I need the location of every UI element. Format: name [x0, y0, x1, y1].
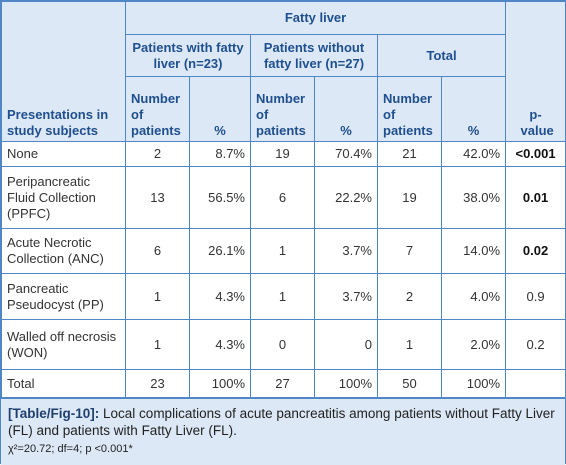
cell: 19 [250, 141, 315, 167]
cell: 2.0% [440, 319, 507, 370]
caption-stats: χ²=20.72; df=4; p <0.001* [8, 443, 133, 455]
cell: 4.3% [189, 319, 251, 370]
cell: <0.001 [505, 141, 566, 167]
cell: 0.01 [505, 166, 566, 229]
subgroup: Patients without fatty liver (n=27) [250, 34, 378, 77]
cell: 3.7% [314, 228, 378, 274]
cell: 4.0% [440, 273, 507, 320]
cell: 21 [377, 141, 442, 167]
table-row: Walled off necrosis (WON) 1 4.3% 0 0 1 2.0% 0.2 [1, 319, 566, 370]
subcolumn-header: Number of patients [377, 76, 442, 142]
cell: 38.0% [440, 166, 507, 229]
cell: 1 [250, 228, 315, 274]
table-row: Peripancreatic Fluid Collection (PPFC) 13… [1, 166, 566, 229]
subcolumn-header: Number of patients [125, 76, 190, 142]
row-label: Total [1, 369, 126, 398]
cell: 1 [377, 319, 442, 370]
cell: 4.3% [189, 273, 251, 320]
row-header: Presentations in study subjects [1, 1, 126, 142]
cell: 26.1% [189, 228, 251, 274]
caption: [Table/Fig-10]: Local complications of a… [1, 398, 565, 465]
cell: 23 [125, 369, 190, 398]
cell: 0.2 [505, 319, 566, 370]
subcolumn-header: Number of patients [250, 76, 315, 142]
cell: 1 [125, 319, 190, 370]
cell: 2 [377, 273, 442, 320]
caption-label: [Table/Fig-10]: [8, 406, 100, 421]
cell: 3.7% [314, 273, 378, 320]
cell: 100% [314, 369, 378, 398]
cell: 0 [250, 319, 315, 370]
caption-text: Local complications of acute pancreatiti… [8, 406, 555, 438]
cell: 22.2% [314, 166, 378, 229]
subcolumn-header: % [314, 76, 378, 142]
row-label: Peripancreatic Fluid Collection (PPFC) [1, 166, 126, 229]
subgroup: Total [376, 34, 507, 77]
subcolumn-header: % [189, 76, 251, 142]
cell: 50 [377, 369, 442, 398]
cell: 0 [314, 319, 378, 370]
table-row: Acute Necrotic Collection (ANC) 6 26.1% 1 3.… [1, 228, 566, 274]
cell: 7 [377, 228, 442, 274]
cell: 70.4% [314, 141, 378, 167]
cell: 8.7% [189, 141, 251, 167]
cell: 0.02 [505, 228, 566, 274]
cell: 6 [125, 228, 190, 274]
table-row: Pancreatic Pseudocyst (PP) 1 4.3% 1 3.7% 2 4.0… [1, 273, 566, 320]
cell: 19 [377, 166, 442, 229]
cell: 13 [125, 166, 190, 229]
table-row: Total 23 100% 27 100% 50 100% [1, 369, 566, 398]
cell: 1 [125, 273, 190, 320]
group-header: Fatty liver [124, 1, 507, 35]
table-row: None 2 8.7% 19 70.4% 21 42.0% <0.001 [1, 141, 566, 167]
cell: 1 [250, 273, 315, 320]
cell: 2 [125, 141, 190, 167]
row-label: Pancreatic Pseudocyst (PP) [1, 273, 126, 320]
cell: 56.5% [189, 166, 251, 229]
p-header: p-value [505, 1, 566, 142]
cell: 42.0% [440, 141, 507, 167]
subcolumn-header: % [440, 76, 507, 142]
row-label: Acute Necrotic Collection (ANC) [1, 228, 126, 274]
cell: 6 [250, 166, 315, 229]
cell: 0.9 [505, 273, 566, 320]
cell [505, 369, 566, 398]
subgroup: Patients with fatty liver (n=23) [125, 34, 251, 77]
row-label: None [1, 141, 126, 167]
cell: 100% [440, 369, 507, 398]
table: Presentations in study subjects Fatty li… [1, 1, 566, 398]
cell: 14.0% [440, 228, 507, 274]
cell: 27 [250, 369, 315, 398]
p-header-text: p-value [520, 107, 554, 138]
cell: 100% [189, 369, 251, 398]
row-label: Walled off necrosis (WON) [1, 319, 126, 370]
